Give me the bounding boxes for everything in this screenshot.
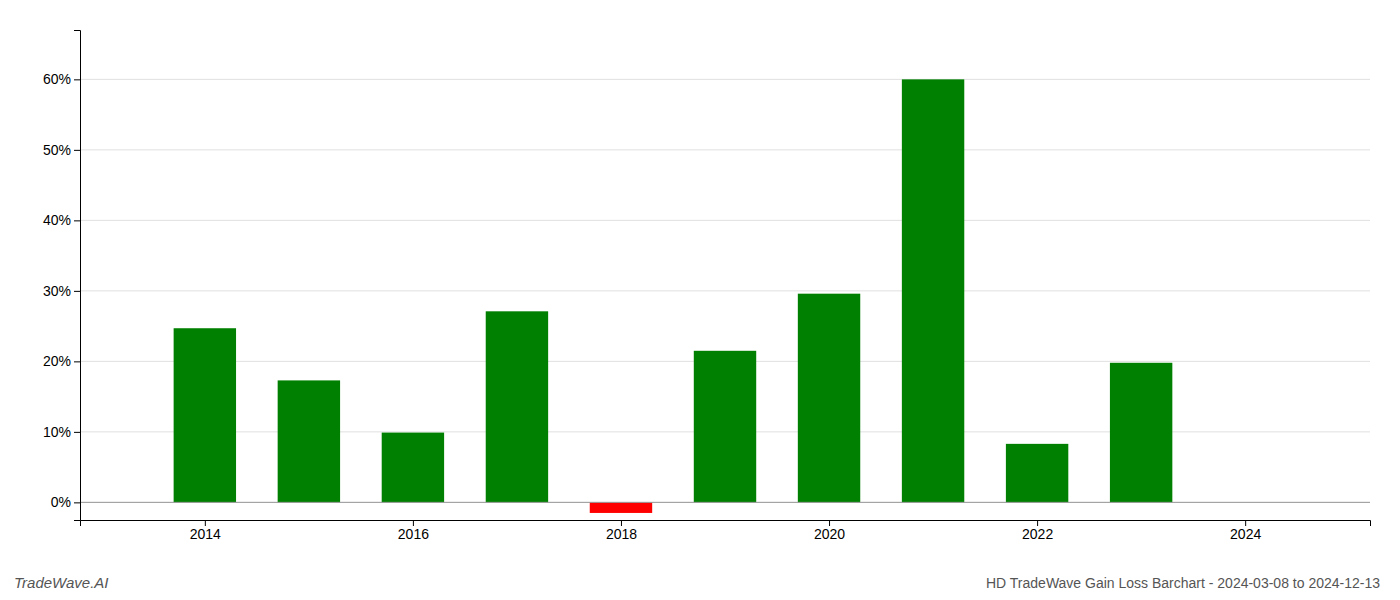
y-tick-mark bbox=[74, 79, 80, 80]
bar bbox=[174, 328, 236, 502]
x-tick-label: 2024 bbox=[1230, 526, 1261, 542]
bar bbox=[590, 502, 652, 513]
bars bbox=[174, 79, 1173, 513]
y-axis: 0% 10% 20% 30% 40% 50% 60% bbox=[43, 31, 81, 521]
x-tick: 2024 bbox=[1230, 520, 1261, 542]
y-tick-label: 0% bbox=[51, 494, 71, 510]
y-tick-label: 20% bbox=[43, 353, 71, 369]
grid-line bbox=[80, 290, 1370, 291]
x-tick: 2020 bbox=[814, 520, 845, 542]
x-tick-label: 2014 bbox=[190, 526, 221, 542]
bar bbox=[902, 79, 964, 502]
grid bbox=[80, 79, 1370, 502]
y-tick-mark bbox=[74, 361, 80, 362]
y-tick-mark bbox=[74, 150, 80, 151]
y-tick-mark bbox=[74, 291, 80, 292]
grid-line bbox=[80, 149, 1370, 150]
zero-line bbox=[80, 502, 1370, 503]
y-tick-label: 60% bbox=[43, 71, 71, 87]
x-axis-line bbox=[81, 521, 1371, 527]
y-tick: 10% bbox=[43, 424, 80, 440]
grid-line bbox=[80, 502, 1370, 503]
bar bbox=[694, 351, 756, 503]
y-tick-label: 50% bbox=[43, 142, 71, 158]
chart-svg: 2014 2016 2018 2020 2022 2024 0% 10% 20% 30% 40% 50… bbox=[0, 0, 1400, 600]
grid-line bbox=[80, 220, 1370, 221]
y-tick-mark bbox=[74, 432, 80, 433]
y-tick: 50% bbox=[43, 142, 80, 158]
bar bbox=[1110, 363, 1172, 503]
y-tick: 40% bbox=[43, 212, 80, 228]
bar bbox=[278, 380, 340, 502]
bar bbox=[382, 433, 444, 503]
y-tick: 0% bbox=[51, 494, 80, 510]
x-tick-label: 2022 bbox=[1022, 526, 1053, 542]
y-tick: 20% bbox=[43, 353, 80, 369]
x-axis: 2014 2016 2018 2020 2022 2024 bbox=[81, 520, 1371, 542]
y-tick-label: 40% bbox=[43, 212, 71, 228]
x-tick-label: 2020 bbox=[814, 526, 845, 542]
x-tick: 2022 bbox=[1022, 520, 1053, 542]
grid-line bbox=[80, 79, 1370, 80]
y-tick-label: 30% bbox=[43, 283, 71, 299]
chart-container: 2014 2016 2018 2020 2022 2024 0% 10% 20% 30% 40% 50… bbox=[0, 0, 1400, 600]
x-tick: 2018 bbox=[606, 520, 637, 542]
x-tick-label: 2016 bbox=[398, 526, 429, 542]
y-tick: 60% bbox=[43, 71, 80, 87]
y-tick-mark bbox=[74, 502, 80, 503]
y-tick: 30% bbox=[43, 283, 80, 299]
x-tick-label: 2018 bbox=[606, 526, 637, 542]
y-tick-label: 10% bbox=[43, 424, 71, 440]
x-tick: 2014 bbox=[190, 520, 221, 542]
x-tick: 2016 bbox=[398, 520, 429, 542]
y-axis-line bbox=[74, 31, 81, 521]
bar bbox=[486, 311, 548, 502]
y-tick-mark bbox=[74, 220, 80, 221]
bar bbox=[798, 294, 860, 503]
bar bbox=[1006, 444, 1068, 503]
watermark: TradeWave.AI bbox=[14, 574, 108, 591]
plot-area: 2014 2016 2018 2020 2022 2024 0% 10% 20% 30% 40% 50… bbox=[43, 31, 1371, 542]
title: HD TradeWave Gain Loss Barchart - 2024-0… bbox=[986, 575, 1380, 591]
